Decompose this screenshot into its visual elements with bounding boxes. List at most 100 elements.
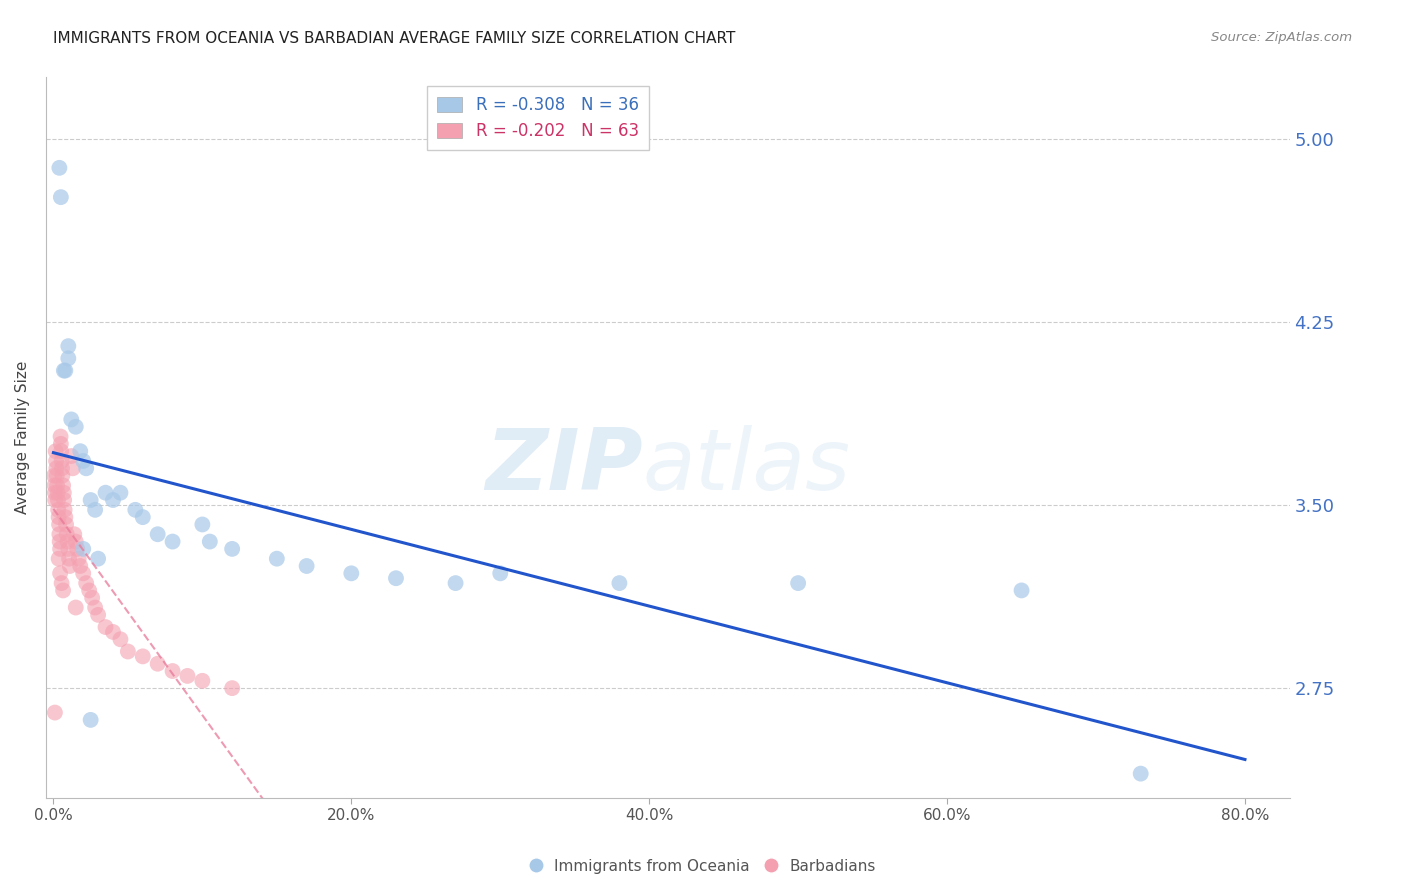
Immigrants from Oceania [72, 454, 94, 468]
Barbadians [51, 444, 73, 458]
Immigrants from Oceania [101, 493, 124, 508]
Immigrants from Oceania [87, 551, 110, 566]
Text: ZIP: ZIP [485, 425, 643, 508]
Barbadians [51, 461, 73, 475]
Y-axis label: Average Family Size: Average Family Size [15, 361, 30, 515]
Text: Source: ZipAtlas.com: Source: ZipAtlas.com [1212, 31, 1353, 45]
Immigrants from Oceania [79, 713, 101, 727]
Barbadians [44, 478, 66, 492]
Immigrants from Oceania [60, 412, 83, 426]
Barbadians [56, 534, 79, 549]
Barbadians [58, 541, 80, 556]
Immigrants from Oceania [787, 576, 810, 591]
Barbadians [77, 583, 100, 598]
Barbadians [48, 510, 70, 524]
Barbadians [44, 706, 66, 720]
Barbadians [44, 468, 66, 483]
Barbadians [221, 681, 243, 695]
Barbadians [48, 527, 70, 541]
Barbadians [72, 566, 94, 581]
Barbadians [162, 664, 184, 678]
Barbadians [44, 485, 66, 500]
Barbadians [48, 551, 70, 566]
Barbadians [82, 591, 104, 605]
Immigrants from Oceania [72, 541, 94, 556]
Barbadians [45, 454, 67, 468]
Barbadians [51, 454, 73, 468]
Barbadians [176, 669, 198, 683]
Immigrants from Oceania [110, 485, 132, 500]
Barbadians [65, 534, 87, 549]
Immigrants from Oceania [65, 419, 87, 434]
Barbadians [146, 657, 169, 671]
Barbadians [110, 632, 132, 647]
Immigrants from Oceania [124, 503, 146, 517]
Barbadians [49, 541, 72, 556]
Immigrants from Oceania [84, 503, 107, 517]
Barbadians [84, 600, 107, 615]
Barbadians [49, 566, 72, 581]
Barbadians [87, 607, 110, 622]
Barbadians [48, 534, 70, 549]
Barbadians [46, 493, 69, 508]
Immigrants from Oceania [295, 559, 318, 574]
Barbadians [45, 468, 67, 483]
Immigrants from Oceania [75, 461, 97, 475]
Barbadians [53, 503, 76, 517]
Immigrants from Oceania [94, 485, 117, 500]
Immigrants from Oceania [52, 363, 75, 377]
Legend: Immigrants from Oceania, Barbadians: Immigrants from Oceania, Barbadians [524, 853, 882, 880]
Barbadians [44, 493, 66, 508]
Barbadians [45, 444, 67, 458]
Barbadians [45, 461, 67, 475]
Immigrants from Oceania [191, 517, 214, 532]
Barbadians [67, 551, 90, 566]
Barbadians [53, 510, 76, 524]
Barbadians [65, 600, 87, 615]
Immigrants from Oceania [489, 566, 512, 581]
Immigrants from Oceania [58, 351, 80, 366]
Barbadians [52, 485, 75, 500]
Barbadians [69, 559, 91, 574]
Barbadians [94, 620, 117, 634]
Legend: R = -0.308   N = 36, R = -0.202   N = 63: R = -0.308 N = 36, R = -0.202 N = 63 [427, 86, 648, 150]
Barbadians [49, 437, 72, 451]
Immigrants from Oceania [49, 190, 72, 204]
Barbadians [46, 485, 69, 500]
Immigrants from Oceania [132, 510, 155, 524]
Barbadians [132, 649, 155, 664]
Immigrants from Oceania [48, 161, 70, 175]
Immigrants from Oceania [1011, 583, 1033, 598]
Barbadians [51, 468, 73, 483]
Barbadians [46, 478, 69, 492]
Barbadians [101, 624, 124, 639]
Immigrants from Oceania [385, 571, 408, 585]
Immigrants from Oceania [69, 444, 91, 458]
Immigrants from Oceania [162, 534, 184, 549]
Barbadians [52, 478, 75, 492]
Barbadians [59, 559, 82, 574]
Barbadians [53, 493, 76, 508]
Immigrants from Oceania [340, 566, 363, 581]
Barbadians [56, 527, 79, 541]
Barbadians [66, 541, 89, 556]
Immigrants from Oceania [266, 551, 288, 566]
Immigrants from Oceania [444, 576, 467, 591]
Barbadians [48, 517, 70, 532]
Barbadians [49, 429, 72, 443]
Barbadians [63, 527, 86, 541]
Immigrants from Oceania [1129, 766, 1152, 780]
Immigrants from Oceania [221, 541, 243, 556]
Barbadians [62, 461, 84, 475]
Barbadians [117, 644, 139, 658]
Immigrants from Oceania [609, 576, 631, 591]
Barbadians [46, 503, 69, 517]
Barbadians [52, 583, 75, 598]
Barbadians [75, 576, 97, 591]
Immigrants from Oceania [53, 363, 76, 377]
Barbadians [60, 449, 83, 463]
Text: atlas: atlas [643, 425, 851, 508]
Text: IMMIGRANTS FROM OCEANIA VS BARBADIAN AVERAGE FAMILY SIZE CORRELATION CHART: IMMIGRANTS FROM OCEANIA VS BARBADIAN AVE… [53, 31, 735, 46]
Barbadians [58, 551, 80, 566]
Barbadians [51, 576, 73, 591]
